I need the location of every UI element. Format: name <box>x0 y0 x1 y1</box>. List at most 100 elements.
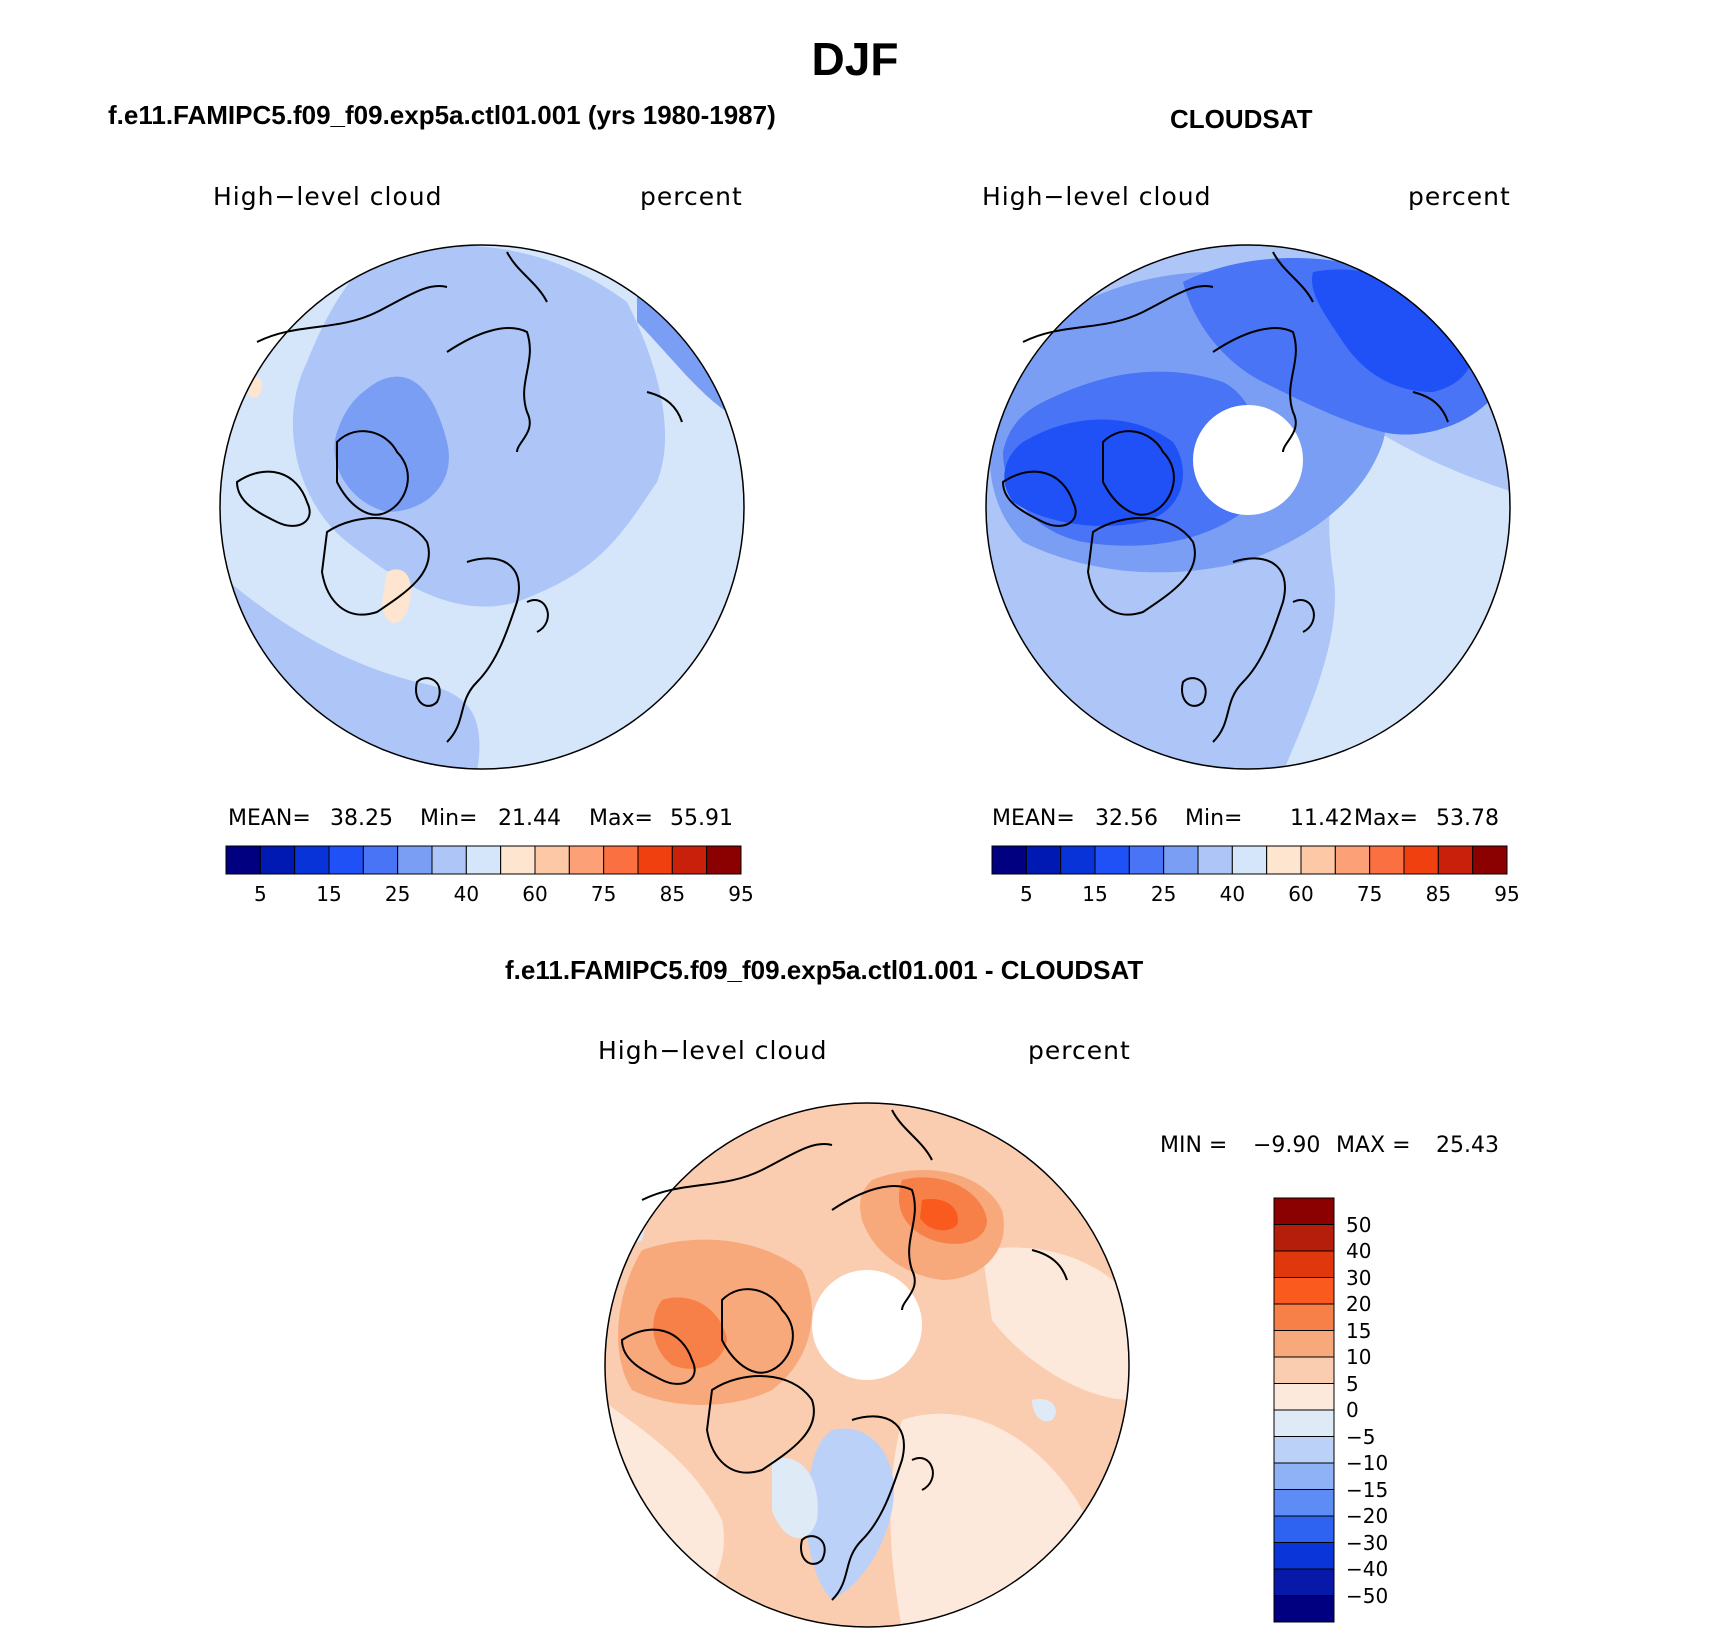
panel2-min-label: Min= <box>1185 806 1243 831</box>
panel1-colorbar-swatch <box>500 845 536 875</box>
panel1-colorbar-swatch <box>534 845 570 875</box>
panel1-title: f.e11.FAMIPC5.f09_f09.exp5a.ctl01.001 (y… <box>108 100 776 130</box>
panel1-colorbar-tick-label: 75 <box>590 882 617 906</box>
diff-colorbar-swatch <box>1273 1542 1335 1570</box>
panel1-map-border <box>219 244 745 770</box>
panel1-min-value: 21.44 <box>498 806 561 831</box>
diff-colorbar-tick-label: 0 <box>1346 1398 1359 1422</box>
diff-max-label: MAX = <box>1336 1133 1411 1158</box>
panel1-mean-value: 38.25 <box>330 806 393 831</box>
diff-colorbar-tick-label: −20 <box>1346 1504 1389 1528</box>
diff-contour-region <box>1032 1399 1056 1422</box>
panel1-colorbar-swatch <box>362 845 399 875</box>
panel1-colorbar-swatch <box>259 845 296 875</box>
panel2-colorbar-swatch <box>1197 845 1233 875</box>
panel1-min-label: Min= <box>420 806 478 831</box>
diff-contour-region <box>982 1247 1129 1400</box>
diff-variable-label: High−level cloud <box>598 1036 828 1065</box>
diff-colorbar <box>1273 1197 1335 1623</box>
panel1-colorbar-tick-label: 60 <box>522 882 548 906</box>
panel2-variable-label: High−level cloud <box>982 182 1212 211</box>
panel2-colorbar-tick-label: 60 <box>1288 882 1314 906</box>
panel1-colorbar-tick-label: 25 <box>384 882 411 906</box>
panel2-colorbar-swatch <box>1231 845 1268 875</box>
panel2-units-label: percent <box>1408 182 1511 211</box>
panel2-polar-map <box>985 244 1511 770</box>
panel1-colorbar-swatch <box>225 845 261 875</box>
diff-colorbar-tick-label: −30 <box>1346 1530 1389 1555</box>
panel2-min-value: 11.42 <box>1290 806 1353 831</box>
diff-colorbar-tick-label: −15 <box>1346 1477 1389 1502</box>
diff-pole-gap <box>812 1270 922 1380</box>
panel1-colorbar-swatch <box>465 845 502 875</box>
diff-units-label: percent <box>1028 1036 1131 1065</box>
diff-title: f.e11.FAMIPC5.f09_f09.exp5a.ctl01.001 - … <box>505 955 1144 985</box>
panel2-colorbar-swatch <box>1403 845 1439 875</box>
diff-colorbar-swatch <box>1273 1515 1335 1543</box>
panel1-colorbar-tick-label: 85 <box>659 882 686 906</box>
panel2-colorbar-swatch <box>1437 845 1474 875</box>
diff-colorbar-swatch <box>1273 1303 1335 1331</box>
panel2-colorbar-swatch <box>1266 845 1302 875</box>
panel2-colorbar-tick-label: 75 <box>1356 882 1383 906</box>
panel2-colorbar-swatch <box>1025 845 1062 875</box>
panel2-title: CLOUDSAT <box>1170 104 1313 134</box>
panel1-colorbar-swatch <box>671 845 708 875</box>
diff-colorbar-swatch <box>1273 1277 1335 1305</box>
diff-colorbar-swatch <box>1273 1224 1335 1252</box>
panel1-colorbar-swatch <box>706 845 742 875</box>
panel2-max-label: Max= <box>1354 806 1418 831</box>
panel2-contour-region <box>1004 419 1183 526</box>
panel2-colorbar-tick-label: 15 <box>1082 882 1108 906</box>
panel2-colorbar-swatch <box>1369 845 1405 875</box>
diff-colorbar-tick-label: 20 <box>1346 1292 1372 1316</box>
panel2-mean-value: 32.56 <box>1095 806 1158 831</box>
panel1-coastlines <box>235 251 683 743</box>
panel2-colorbar <box>991 845 1508 875</box>
diff-colorbar-swatch <box>1273 1330 1335 1358</box>
diff-colorbar-tick-label: 10 <box>1346 1345 1372 1369</box>
diff-colorbar-tick-label: 5 <box>1346 1371 1359 1396</box>
diff-colorbar-swatch <box>1273 1409 1335 1437</box>
diff-colorbar-tick-label: −50 <box>1346 1583 1389 1608</box>
panel2-colorbar-swatch <box>1163 845 1199 875</box>
diff-contour-region <box>920 1199 958 1231</box>
panel1-contour-region <box>292 245 666 607</box>
diff-colorbar-swatch <box>1273 1436 1335 1464</box>
panel2-colorbar-tick-label: 40 <box>1219 882 1246 906</box>
diff-max-value: 25.43 <box>1436 1133 1499 1158</box>
diff-contour-region <box>805 1428 894 1600</box>
diff-colorbar-swatch <box>1273 1595 1335 1623</box>
panel2-colorbar-tick-label: 5 <box>1019 882 1033 906</box>
panel1-variable-label: High−level cloud <box>213 182 443 211</box>
panel1-colorbar-swatch <box>294 845 330 875</box>
diff-contour-region <box>653 1297 727 1369</box>
panel2-mean-label: MEAN= <box>992 806 1075 831</box>
panel2-colorbar-swatch <box>1094 845 1130 875</box>
panel1-units-label: percent <box>640 182 743 211</box>
panel2-map-border <box>985 244 1511 770</box>
panel1-colorbar-tick-label: 40 <box>453 882 480 906</box>
diff-colorbar-tick-label: −40 <box>1346 1557 1389 1581</box>
panel2-contour-region <box>1011 331 1033 355</box>
diff-colorbar-tick-label: −10 <box>1346 1451 1389 1475</box>
diff-colorbar-tick-label: 50 <box>1346 1212 1372 1237</box>
panel1-max-label: Max= <box>589 806 653 831</box>
diff-colorbar-swatch <box>1273 1489 1335 1517</box>
diff-colorbar-swatch <box>1273 1197 1335 1225</box>
panel1-contour-region <box>382 569 411 623</box>
diff-colorbar-swatch <box>1273 1462 1335 1490</box>
panel2-colorbar-swatch <box>1128 845 1165 875</box>
diff-min-label: MIN = <box>1160 1133 1228 1158</box>
panel1-colorbar-swatch <box>637 845 673 875</box>
panel1-colorbar-swatch <box>603 845 639 875</box>
panel2-colorbar-tick-label: 25 <box>1150 882 1177 906</box>
panel1-polar-map <box>219 244 745 770</box>
panel2-max-value: 53.78 <box>1436 806 1499 831</box>
panel2-colorbar-tick-label: 95 <box>1494 882 1520 906</box>
panel2-colorbar-swatch <box>991 845 1027 875</box>
panel1-colorbar-swatch <box>431 845 467 875</box>
panel1-colorbar-tick-label: 15 <box>316 882 342 906</box>
panel1-colorbar <box>225 845 742 875</box>
diff-colorbar-tick-label: 30 <box>1346 1265 1372 1290</box>
